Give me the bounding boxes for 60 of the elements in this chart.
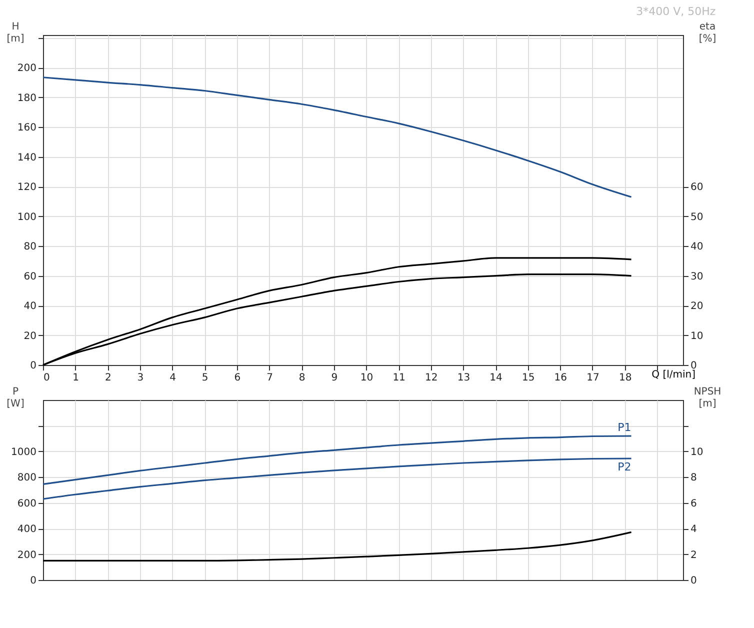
y2-axis-title: eta [%] [698, 22, 716, 44]
chart-title: 3*400 V, 50Hz [636, 5, 716, 18]
y-tick-label: 200 [17, 63, 36, 74]
x-tick-label: 12 [425, 372, 438, 384]
y-tick-label: 1000 [11, 446, 36, 458]
y-axis-title: P [W] [6, 386, 24, 410]
y2-tick-label: 40 [690, 242, 704, 253]
y2-tick-label: 10 [690, 446, 704, 458]
x-tick-label: 2 [104, 372, 112, 384]
y2-tick-label: 20 [690, 301, 704, 312]
y-tick-label: 0 [30, 360, 36, 372]
y-tick-label: 400 [17, 524, 36, 536]
series-label: P2 [618, 460, 632, 474]
line-series [42, 458, 632, 500]
x-tick-label: 5 [202, 372, 208, 384]
x-tick-label: 4 [170, 372, 176, 384]
x-tick-label: 8 [298, 372, 306, 384]
x-tick-label: 11 [392, 372, 406, 384]
x-tick-label: 7 [266, 372, 273, 384]
x-tick-label: 3 [137, 372, 144, 384]
x-tick-label: 10 [360, 372, 374, 384]
y-tick-label: 600 [17, 498, 36, 510]
y2-tick-label: 6 [690, 498, 697, 510]
y-tick-label: 160 [17, 122, 36, 134]
x-tick-label: 16 [554, 372, 568, 384]
y2-tick-label: 30 [690, 271, 704, 282]
y2-tick-label: 0 [690, 576, 697, 586]
y-tick-label: 140 [17, 152, 36, 164]
y2-tick-label: 4 [690, 524, 697, 536]
y2-tick-label: 10 [690, 330, 704, 342]
y-tick-label: 40 [24, 301, 36, 312]
y-tick-label: 20 [24, 330, 36, 342]
line-series [42, 531, 632, 562]
x-tick-label: 1 [72, 372, 80, 384]
y-tick-label: 100 [17, 212, 36, 223]
y2-tick-label: 8 [690, 472, 697, 484]
y2-tick-label: 2 [690, 550, 697, 561]
x-tick-label: 17 [586, 372, 600, 384]
y2-tick-label: 50 [690, 212, 704, 223]
line-series [42, 435, 632, 486]
x-tick-label: 15 [522, 372, 535, 384]
y-axis-title: H [m] [6, 22, 24, 44]
y-tick-label: 80 [24, 242, 36, 253]
y-tick-label: 60 [24, 271, 36, 282]
y2-tick-label: 60 [690, 182, 704, 194]
x-tick-label: 0 [44, 372, 50, 384]
y2-axis-title: NPSH [m] [694, 386, 722, 410]
line-series [42, 76, 632, 198]
y-tick-label: 0 [30, 576, 36, 586]
x-tick-label: 9 [331, 372, 338, 384]
x-tick-label: 18 [618, 372, 632, 384]
y-tick-label: 800 [17, 472, 36, 484]
y-tick-label: 180 [17, 92, 36, 104]
y-tick-label: 120 [17, 182, 36, 194]
x-tick-label: 14 [490, 372, 502, 384]
x-tick-label: 6 [234, 372, 241, 384]
x-axis-title: Q [l/min] [652, 370, 696, 380]
y-tick-label: 200 [17, 550, 36, 561]
x-tick-label: 13 [457, 372, 470, 384]
series-label: P1 [618, 421, 632, 434]
